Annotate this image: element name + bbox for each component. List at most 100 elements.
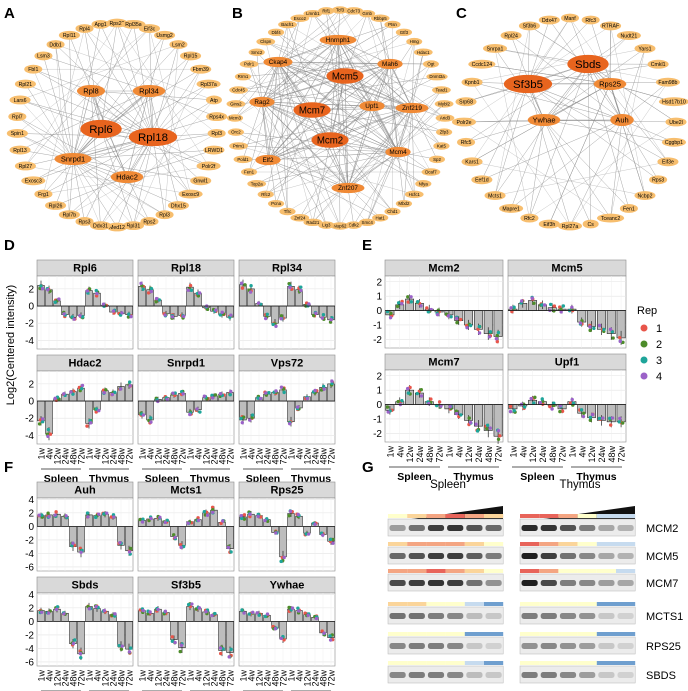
blot-band <box>447 643 464 649</box>
node-label: Rpl3 <box>159 213 170 219</box>
replicate-point <box>581 414 586 419</box>
replicate-point <box>171 391 175 395</box>
network-edge <box>329 39 339 141</box>
heat-strip-cell <box>426 602 446 606</box>
network-edge <box>25 83 74 160</box>
network-edge <box>265 41 442 91</box>
replicate-point <box>477 324 482 329</box>
tick-label: 1 <box>376 292 382 303</box>
blot-group-label: Thymus <box>560 479 601 491</box>
network-node <box>290 214 310 222</box>
node-label: Gins2 <box>230 101 242 106</box>
blot-band <box>598 525 615 531</box>
heat-strip-cell <box>426 661 446 665</box>
node-label: Znf24 <box>294 215 306 220</box>
node-label: Rpl11 <box>63 33 76 39</box>
network-node <box>435 114 455 122</box>
network-edge <box>152 136 165 215</box>
network-edge <box>371 63 391 107</box>
network-edge <box>609 83 623 121</box>
node-label: Polr1 <box>244 62 255 67</box>
tick-label: 4 <box>28 495 34 506</box>
network-edge <box>347 105 373 189</box>
replicate-point <box>406 300 410 304</box>
node-label: Tead1 <box>435 88 448 93</box>
replicate-point <box>467 416 471 420</box>
tick-label: 1w <box>37 448 47 460</box>
replicate-point <box>496 437 501 441</box>
network-node <box>167 201 189 210</box>
facet-title: Auh <box>74 485 96 497</box>
replicate-point <box>218 313 222 317</box>
tick-label: 4w <box>45 448 55 460</box>
node-label: Hdac2 <box>116 173 138 182</box>
network-node <box>318 221 335 229</box>
tick-label: 48w <box>69 670 79 687</box>
facet-panel <box>36 592 134 667</box>
blot-band <box>485 525 502 531</box>
tick-label: 72w <box>327 448 337 465</box>
network-node <box>154 30 176 40</box>
replicate-point <box>256 396 260 400</box>
network-edge <box>267 159 381 219</box>
node-label: Dcaf7 <box>425 170 437 175</box>
network-node <box>239 60 259 68</box>
node-label: Rpl35a <box>125 22 142 28</box>
replicate-point <box>321 313 326 317</box>
network-edge <box>337 39 399 153</box>
node-label: Mcm4 <box>389 149 407 156</box>
edge-group <box>234 9 446 227</box>
replicate-point <box>198 410 202 414</box>
replicate-point <box>304 532 308 536</box>
node-label: Kars1 <box>465 160 479 166</box>
network-node <box>468 59 496 69</box>
tick-label: 72w <box>494 446 504 463</box>
tick-label: 12w <box>101 448 111 465</box>
network-edge <box>17 116 74 160</box>
tick-label: 2 <box>376 371 382 382</box>
replicate-point <box>465 325 469 330</box>
node-label: Zfp3 <box>440 130 449 135</box>
replicate-point <box>40 513 44 517</box>
network-node <box>257 190 274 199</box>
replicate-point <box>267 391 271 395</box>
node-label: Rpl7 <box>12 114 23 120</box>
replicate-point <box>542 303 547 307</box>
node-label: Spin1 <box>11 131 24 137</box>
node-label: Prim1 <box>233 143 245 148</box>
node-label: Cdk2 <box>349 223 360 228</box>
replicate-point <box>221 647 225 651</box>
network-edge <box>265 145 442 195</box>
blot-band <box>408 525 425 531</box>
panel-label-c: C <box>456 5 467 22</box>
network-edge <box>277 61 349 189</box>
blot-band <box>617 643 634 649</box>
network-edge <box>43 28 85 195</box>
node-label: Rpl31 <box>127 223 141 229</box>
network-node <box>138 24 161 33</box>
network-edge <box>277 61 341 227</box>
replicate-point <box>213 393 218 397</box>
network-edge <box>55 44 215 101</box>
replicate-point <box>188 412 192 417</box>
network-edge <box>265 41 373 107</box>
network-edge <box>366 151 399 223</box>
node-label: Dbf4 <box>271 30 281 35</box>
network-node <box>240 168 258 176</box>
node-label: Tfrc <box>284 209 292 214</box>
facet-sf3b5: Sf3b51w4w12w24w48w72w1w4w12w24w48w72wSpl… <box>138 576 236 691</box>
replicate-point <box>205 513 210 517</box>
tick-label: -2 <box>373 335 382 346</box>
network-edge <box>472 81 623 121</box>
replicate-point <box>448 405 452 409</box>
replicate-point <box>240 420 244 425</box>
replicate-point <box>319 388 324 392</box>
replicate-point <box>126 315 131 319</box>
tick-label: 12w <box>154 670 164 687</box>
blot-band <box>559 613 577 619</box>
replicate-point <box>120 311 124 315</box>
network-edge <box>397 107 413 153</box>
replicate-point <box>240 286 245 290</box>
network-node <box>303 218 323 227</box>
tick-label: 1w <box>239 670 249 682</box>
